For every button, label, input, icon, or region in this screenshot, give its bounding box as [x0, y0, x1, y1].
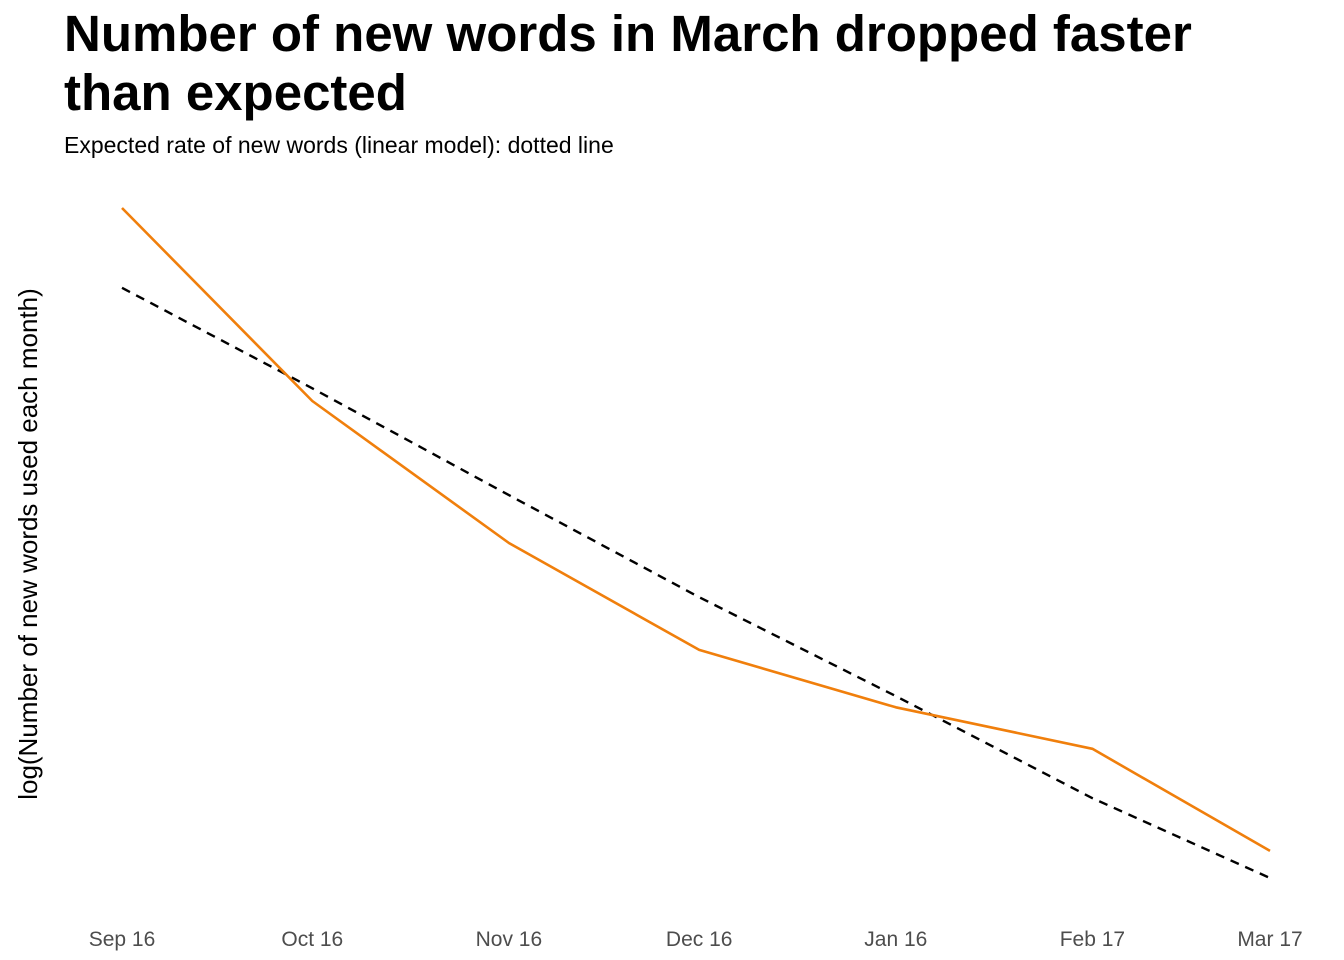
expected-trend-line [121, 286, 1271, 880]
chart-title: Number of new words in March dropped fas… [64, 5, 1192, 121]
x-tick-label: Jan 16 [864, 928, 927, 951]
x-tick-label: Mar 17 [1237, 928, 1302, 951]
x-axis-ticks: Sep 16 Oct 16 Nov 16 Dec 16 Jan 16 Feb 17 Mar … [89, 928, 1303, 951]
observed-series-line [121, 207, 1271, 853]
x-tick-label: Nov 16 [476, 928, 543, 951]
x-tick-label: Dec 16 [666, 928, 733, 951]
chart-subtitle: Expected rate of new words (linear model… [64, 132, 614, 158]
plot-area [121, 207, 1271, 880]
x-tick-label: Feb 17 [1060, 928, 1125, 951]
y-axis-label: log(Number of new words used each month) [13, 288, 43, 800]
x-tick-label: Oct 16 [281, 928, 343, 951]
x-tick-label: Sep 16 [89, 928, 156, 951]
